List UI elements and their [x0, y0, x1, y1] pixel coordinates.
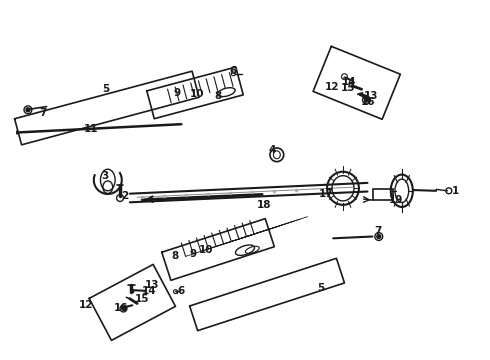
- Text: 6: 6: [229, 66, 236, 76]
- Text: 14: 14: [342, 77, 356, 87]
- Text: 4: 4: [269, 145, 276, 156]
- Text: 8: 8: [172, 251, 179, 261]
- Text: 8: 8: [215, 91, 221, 102]
- Text: 13: 13: [145, 280, 159, 291]
- Text: 5: 5: [102, 84, 109, 94]
- Text: 14: 14: [142, 286, 157, 296]
- Text: 1: 1: [452, 186, 459, 196]
- Text: 9: 9: [190, 249, 197, 259]
- Text: 12: 12: [325, 82, 340, 92]
- Text: 16: 16: [114, 303, 129, 313]
- Bar: [373, 189, 393, 200]
- Text: 15: 15: [135, 294, 149, 304]
- Text: 15: 15: [341, 83, 355, 93]
- Text: 5: 5: [318, 283, 324, 293]
- Text: 3: 3: [102, 171, 109, 181]
- Circle shape: [365, 98, 368, 102]
- Text: 7: 7: [374, 226, 382, 237]
- Text: 2: 2: [121, 191, 128, 201]
- Text: 17: 17: [318, 189, 333, 199]
- Circle shape: [26, 108, 30, 112]
- Text: 18: 18: [256, 200, 271, 210]
- Text: 10: 10: [190, 89, 205, 99]
- Text: 11: 11: [83, 124, 98, 134]
- Text: 16: 16: [361, 97, 376, 107]
- Text: 6: 6: [178, 286, 185, 296]
- Circle shape: [122, 307, 125, 310]
- Text: 12: 12: [78, 300, 93, 310]
- Text: 10: 10: [198, 245, 213, 255]
- Text: 13: 13: [364, 91, 378, 101]
- Circle shape: [377, 235, 381, 238]
- Text: 7: 7: [39, 108, 47, 118]
- Text: 9: 9: [174, 87, 181, 98]
- Text: 19: 19: [389, 195, 403, 205]
